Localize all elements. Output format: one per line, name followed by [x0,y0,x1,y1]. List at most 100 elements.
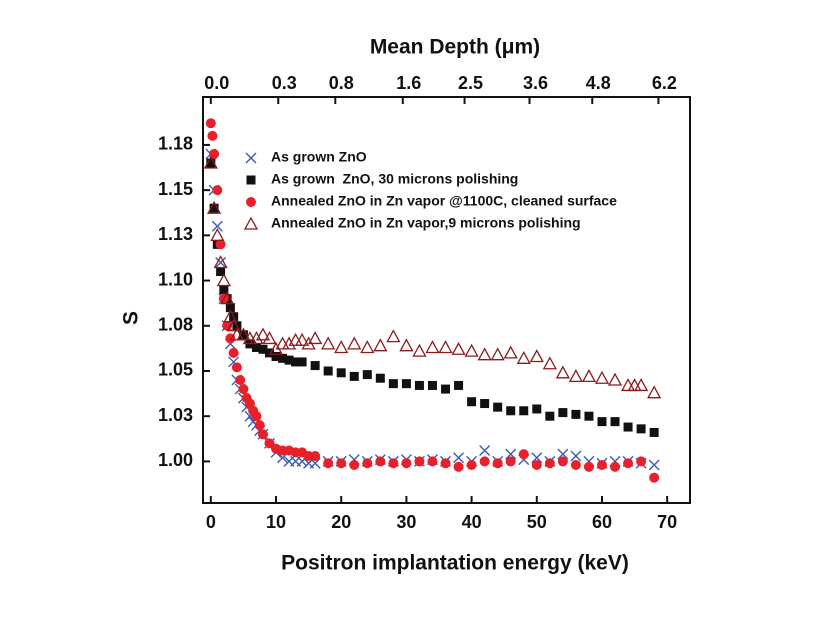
legend-label: As grown ZnO, 30 microns polishing [271,171,518,187]
point [634,378,649,392]
x-tick-label: 20 [331,512,351,532]
point [647,385,662,399]
point [336,458,347,469]
point [427,380,437,390]
y-tick-label: 1.13 [158,224,193,244]
point [568,369,584,383]
point [466,460,477,471]
point [347,336,362,350]
top-tick-label: 3.6 [523,73,548,93]
y-tick-label: 1.05 [158,360,193,380]
point [451,341,466,355]
point [349,460,360,471]
top-tick-label: 4.8 [586,73,611,93]
point [375,373,385,383]
top-axis-label: Mean Depth (μm) [370,36,540,59]
point [281,336,297,350]
y-axis-label: S [120,311,143,325]
point [236,327,251,341]
point [477,347,492,361]
point [542,356,557,370]
point [597,417,607,427]
point [258,344,268,354]
point [479,445,491,457]
legend-label: Annealed ZnO in Zn vapor,9 microns polis… [271,215,581,231]
point [203,155,218,169]
point [503,345,518,359]
point [454,380,464,390]
point [464,343,479,357]
point [492,458,503,469]
x-tick-label: 40 [462,512,482,532]
point [412,343,427,357]
point [251,411,262,422]
point [262,331,277,345]
point [441,384,451,394]
point [518,449,529,460]
point [399,338,414,352]
top-tick-label: 1.6 [396,73,421,93]
point [386,329,401,343]
y-tick-label: 1.18 [158,134,193,154]
point [570,450,582,462]
x-tick-label: 60 [592,512,612,532]
point [205,118,216,129]
point [238,384,249,395]
point [209,203,219,213]
point [453,452,465,464]
point [388,379,398,389]
point [493,402,503,412]
point [373,338,388,352]
point [607,372,623,386]
point [571,409,581,419]
point [220,291,235,305]
point [206,158,216,168]
x-axis-label: Positron implantation energy (keV) [281,552,629,575]
point [558,408,568,418]
point [255,327,271,341]
point [505,456,516,467]
point [401,458,412,469]
point [321,336,336,350]
point [223,309,238,323]
point [519,406,529,416]
point [231,362,242,373]
point [596,460,607,471]
legend-marker [246,197,256,207]
point [295,332,310,346]
point [636,456,647,467]
point [425,340,440,354]
point [215,239,226,250]
point [440,458,451,469]
point [438,340,453,354]
point [375,456,386,467]
point [594,370,610,384]
point [414,380,424,390]
point [414,456,425,467]
point [225,303,235,313]
point [308,331,323,345]
point [610,461,621,472]
point [334,340,349,354]
point [529,349,544,363]
point [506,406,516,416]
legend-marker [245,152,257,164]
point [467,397,477,407]
point [210,227,225,241]
point [336,368,346,378]
point [264,348,274,358]
point [216,267,226,277]
point [545,411,555,421]
point [362,458,373,469]
point [360,340,375,354]
point [531,452,543,464]
point [249,331,264,345]
top-tick-label: 6.2 [652,73,677,93]
top-tick-label: 0.3 [272,73,297,93]
point [209,148,220,159]
point [323,366,333,376]
point [623,458,634,469]
point [207,130,218,141]
point [532,404,542,414]
